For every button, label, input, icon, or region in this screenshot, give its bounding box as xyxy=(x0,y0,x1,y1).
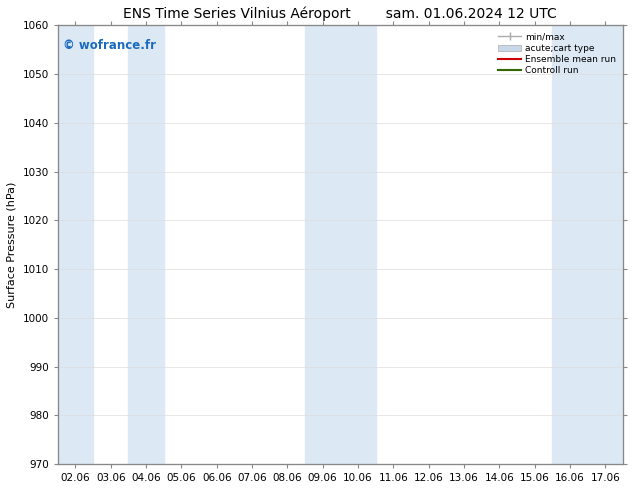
Legend: min/max, acute;cart type, Ensemble mean run, Controll run: min/max, acute;cart type, Ensemble mean … xyxy=(496,30,618,78)
Bar xyxy=(552,25,623,464)
Title: ENS Time Series Vilnius Aéroport        sam. 01.06.2024 12 UTC: ENS Time Series Vilnius Aéroport sam. 01… xyxy=(124,7,557,22)
Bar xyxy=(129,25,164,464)
Text: © wofrance.fr: © wofrance.fr xyxy=(63,39,157,51)
Bar xyxy=(58,25,93,464)
Bar xyxy=(305,25,376,464)
Y-axis label: Surface Pressure (hPa): Surface Pressure (hPa) xyxy=(7,181,17,308)
